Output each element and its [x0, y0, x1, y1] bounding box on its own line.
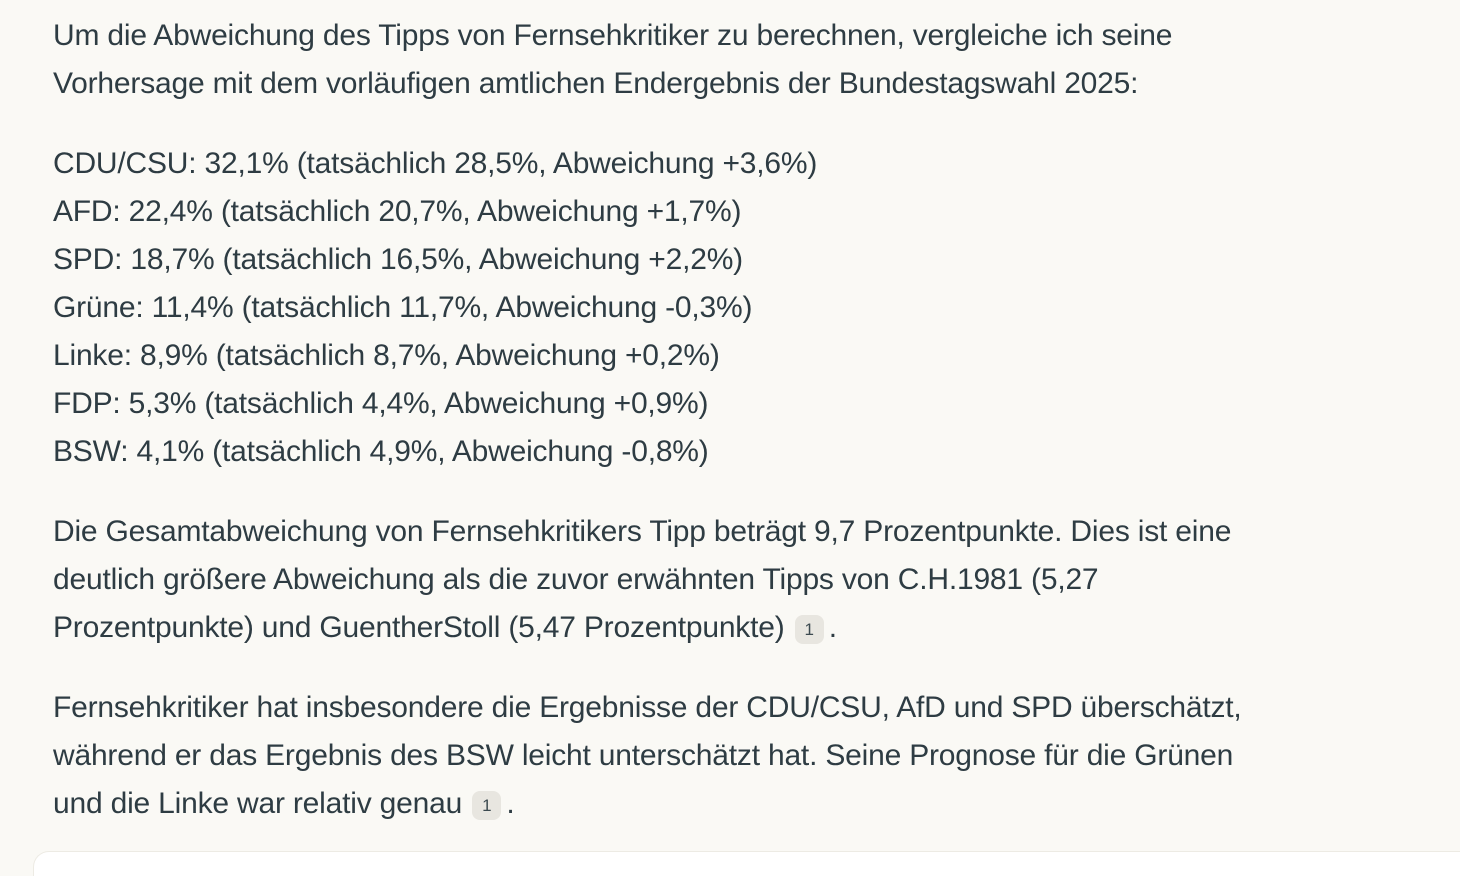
text-line: Um die Abweichung des Tipps von Fernsehk…	[53, 19, 1173, 52]
text-line: Fernsehkritiker hat insbesondere die Erg…	[53, 691, 1242, 724]
text-line: Prozentpunkte) und GuentherStoll (5,47 P…	[53, 604, 1420, 652]
text-line: Vorhersage mit dem vorläufigen amtlichen…	[53, 67, 1139, 100]
summary-paragraph: Fernsehkritiker hat insbesondere die Erg…	[53, 684, 1420, 828]
result-linke: Linke: 8,9% (tatsächlich 8,7%, Abweichun…	[53, 339, 720, 372]
results-list: CDU/CSU: 32,1% (tatsächlich 28,5%, Abwei…	[53, 140, 1420, 476]
text-segment: .	[506, 787, 515, 820]
intro-paragraph: Um die Abweichung des Tipps von Fernsehk…	[53, 12, 1420, 108]
text-line: deutlich größere Abweichung als die zuvo…	[53, 563, 1099, 596]
result-bsw: BSW: 4,1% (tatsächlich 4,9%, Abweichung …	[53, 435, 709, 468]
citation-badge[interactable]: 1	[472, 791, 502, 820]
chat-input-container[interactable]	[33, 851, 1460, 876]
assistant-message: Um die Abweichung des Tipps von Fernsehk…	[53, 12, 1420, 828]
text-line: während er das Ergebnis des BSW leicht u…	[53, 739, 1234, 772]
result-afd: AFD: 22,4% (tatsächlich 20,7%, Abweichun…	[53, 195, 742, 228]
result-spd: SPD: 18,7% (tatsächlich 16,5%, Abweichun…	[53, 243, 743, 276]
text-line: Die Gesamtabweichung von Fernsehkritiker…	[53, 515, 1232, 548]
citation-badge[interactable]: 1	[794, 615, 824, 644]
result-gruene: Grüne: 11,4% (tatsächlich 11,7%, Abweich…	[53, 291, 753, 324]
result-fdp: FDP: 5,3% (tatsächlich 4,4%, Abweichung …	[53, 387, 709, 420]
total-deviation-paragraph: Die Gesamtabweichung von Fernsehkritiker…	[53, 508, 1420, 652]
text-segment: und die Linke war relativ genau	[53, 787, 463, 820]
text-line: und die Linke war relativ genau 1.	[53, 780, 1420, 828]
result-cdu-csu: CDU/CSU: 32,1% (tatsächlich 28,5%, Abwei…	[53, 147, 818, 180]
text-segment: .	[828, 611, 837, 644]
text-segment: Prozentpunkte) und GuentherStoll (5,47 P…	[53, 611, 785, 644]
